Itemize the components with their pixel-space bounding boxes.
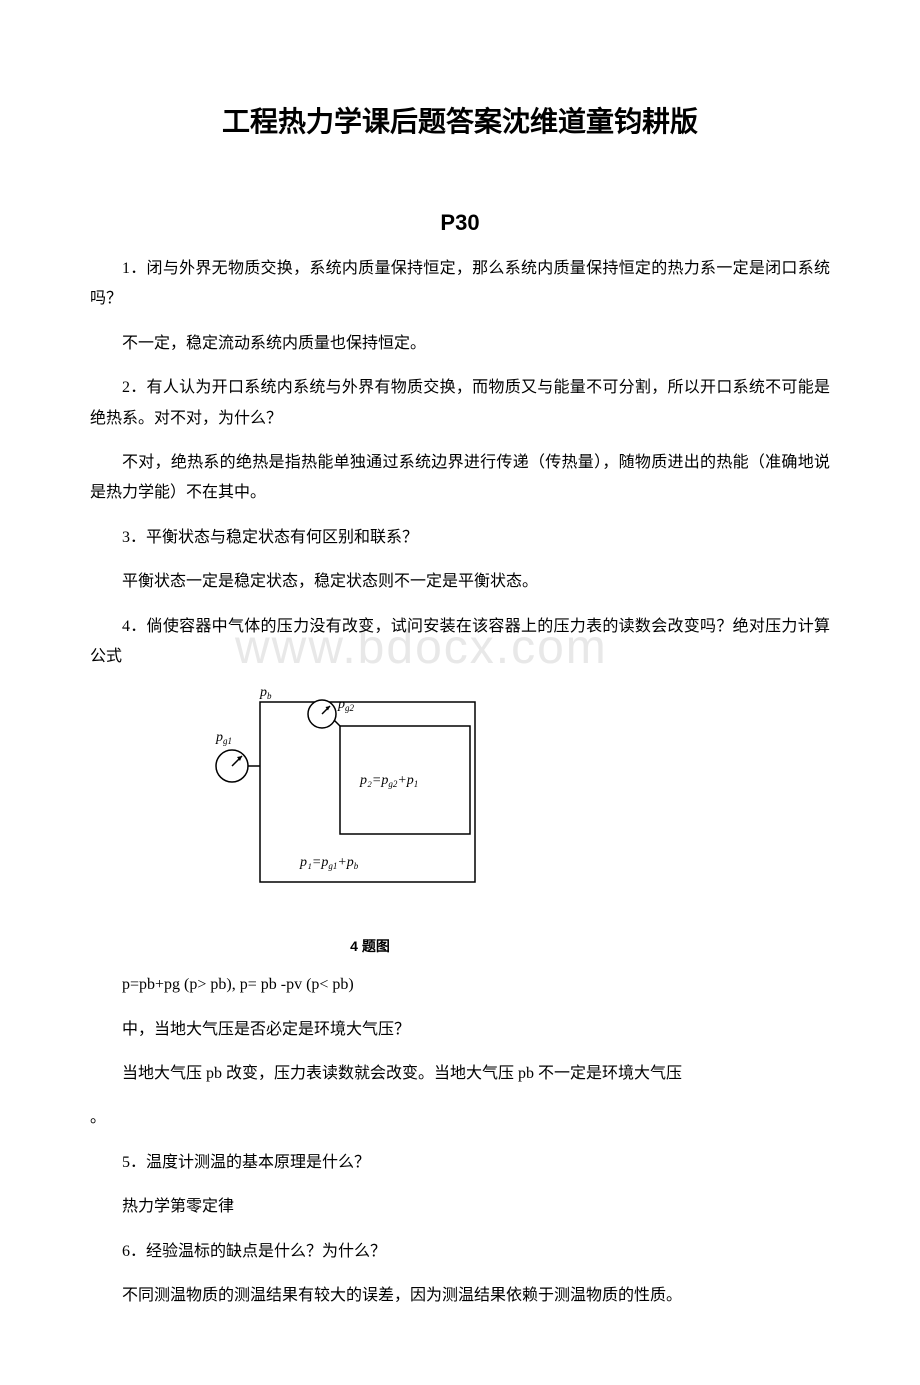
equation-1: p=pb+pg (p> pb), p= pb -pv (p< pb)	[90, 970, 830, 1000]
question-4: 4．倘使容器中气体的压力没有改变，试问安装在该容器上的压力表的读数会改变吗？绝对…	[90, 612, 830, 673]
svg-text:pg1: pg1	[215, 730, 232, 746]
answer-1: 不一定，稳定流动系统内质量也保持恒定。	[90, 329, 830, 359]
answer-2: 不对，绝热系的绝热是指热能单独通过系统边界进行传递（传热量），随物质进出的热能（…	[90, 448, 830, 509]
answer-3: 平衡状态一定是稳定状态，稳定状态则不一定是平衡状态。	[90, 567, 830, 597]
question-3: 3．平衡状态与稳定状态有何区别和联系？	[90, 523, 830, 553]
page-subtitle: P30	[90, 210, 830, 236]
answer-5: 热力学第零定律	[90, 1192, 830, 1222]
svg-text:p₂=pg2+p1: p₂=pg2+p1	[359, 773, 418, 789]
question-5: 5．温度计测温的基本原理是什么？	[90, 1148, 830, 1178]
answer-4: 当地大气压 pb 改变，压力表读数就会改变。当地大气压 pb 不一定是环境大气压	[90, 1059, 830, 1089]
question-6: 6．经验温标的缺点是什么？为什么？	[90, 1237, 830, 1267]
pressure-diagram: pb pg1 pg2 p₂=pg2+p1 p₁=pg1+pb	[210, 686, 510, 926]
answer-4b: 。	[90, 1103, 830, 1133]
svg-text:pb: pb	[259, 686, 272, 701]
question-2: 2．有人认为开口系统内系统与外界有物质交换，而物质又与能量不可分割，所以开口系统…	[90, 373, 830, 434]
document-title: 工程热力学课后题答案沈维道童钧耕版	[90, 100, 830, 140]
question-4b: 中，当地大气压是否必定是环境大气压？	[90, 1015, 830, 1045]
svg-text:pg2: pg2	[337, 697, 355, 713]
question-1: 1．闭与外界无物质交换，系统内质量保持恒定，那么系统内质量保持恒定的热力系一定是…	[90, 254, 830, 315]
svg-text:p₁=pg1+pb: p₁=pg1+pb	[299, 855, 359, 871]
answer-6: 不同测温物质的测温结果有较大的误差，因为测温结果依赖于测温物质的性质。	[90, 1281, 830, 1311]
diagram-caption: 4 题图	[220, 936, 520, 956]
